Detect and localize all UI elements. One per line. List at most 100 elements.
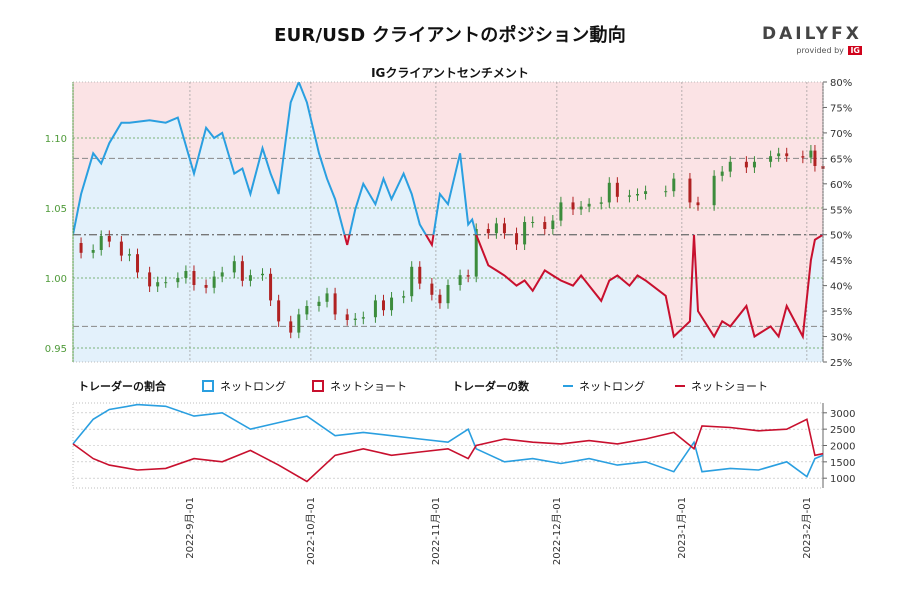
candle-body [627,195,631,197]
candle-body [466,275,470,277]
candle-body [672,178,676,192]
percent-tick-label: 55% [830,205,852,216]
ig-badge: IG [848,46,862,55]
candle-body [559,202,563,221]
net-long-percent-line [73,82,823,235]
candle-body [769,156,773,162]
legend-ratio-label: トレーダーの割合 [78,380,166,393]
percent-tick-label: 50% [830,231,852,242]
count-long-line [72,403,824,478]
candle-body [809,150,813,158]
candle-body [345,314,349,320]
legend-count-label: トレーダーの数 [452,380,529,393]
candle-body [410,266,414,297]
candle-body [607,182,611,203]
candle-body [148,272,152,287]
candle-body [571,202,575,210]
logo-word-fx: FX [831,24,862,44]
candle-body [777,153,781,157]
candle-body [474,229,478,277]
x-tick-label: 2022-9月-01 [184,497,196,559]
candle-body [373,300,377,318]
x-tick-label: 2023-2月-01 [801,497,813,559]
candle-body [446,285,450,304]
candle-body [438,294,442,304]
candle-body [269,273,273,301]
x-tick-label: 2022-10月-01 [305,497,317,565]
count-tick-label: 1500 [830,458,855,469]
candle-body [325,293,329,302]
legend-ratio-short: ネットショート [330,380,407,393]
candle-body [502,223,506,234]
logo-word-daily: DAILY [762,24,832,44]
candle-body [107,236,111,242]
candle-body [176,278,180,283]
percent-tick-label: 65% [830,154,852,165]
legend-short-line-icon [675,385,685,387]
chart-subtitle: IGクライアントセンチメント [371,66,529,80]
candle-body [720,171,724,176]
candle-body [212,276,216,288]
candle-body [127,254,131,256]
candle-body [305,306,309,315]
candle-body [390,297,394,311]
candle-body [240,261,244,281]
candle-body [204,285,208,288]
candle-body [752,161,756,168]
candle-body [728,161,732,172]
net-short-percent-line [73,234,823,340]
percent-tick-label: 25% [830,358,852,369]
candle-body [615,182,619,197]
price-tick-label: 1.10 [45,134,67,145]
candle-body [164,282,168,284]
percent-tick-label: 40% [830,282,852,293]
candle-body [99,236,103,250]
logo-wordmark: DAILYFX [762,24,872,44]
candle-body [599,202,603,204]
legend-count-long: ネットロング [579,380,645,393]
legend-count: トレーダーの数 ネットロング ネットショート [452,378,768,394]
candle-body [801,156,805,158]
candle-body [156,282,160,287]
candle-body [664,191,668,193]
candle-body [289,321,293,333]
candle-body [430,283,434,295]
legend-ratio-long: ネットロング [220,380,286,393]
candle-body [696,202,700,206]
candle-body [136,254,140,273]
long-area-fill [73,82,823,362]
candle-body [551,220,555,229]
candle-body [458,275,462,285]
candle-body [587,203,591,207]
candle-body [486,229,490,234]
percent-tick-label: 80% [830,78,852,89]
candle-body [220,272,224,277]
percent-tick-label: 35% [830,307,852,318]
percent-tick-label: 75% [830,103,852,114]
candle-body [494,223,498,234]
logo-provided-by: provided by IG [762,46,872,55]
legend-long-square-icon [202,380,214,392]
candle-body [381,300,385,311]
candle-body [277,300,281,322]
candle-body [297,314,301,333]
count-short-line [72,418,824,483]
percent-tick-label: 45% [830,256,852,267]
legend-ratio: トレーダーの割合 ネットロング ネットショート [78,378,407,394]
x-tick-label: 2022-11月-01 [430,497,442,565]
candle-body [579,206,583,210]
candle-body [644,191,648,194]
percent-tick-label: 60% [830,180,852,191]
top-plot-frame [72,81,824,363]
candle-body [361,317,365,319]
count-tick-label: 2000 [830,442,855,453]
legend-long-line-icon [563,385,573,387]
percent-tick-label: 30% [830,333,852,344]
candle-body [402,296,406,298]
candle-body [531,222,535,223]
candle-body [515,233,519,245]
candle-body [353,318,357,320]
count-tick-label: 2500 [830,425,855,436]
candle-body [192,271,196,285]
